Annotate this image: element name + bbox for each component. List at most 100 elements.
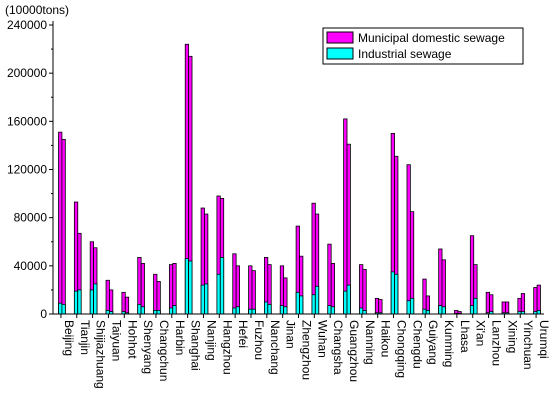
bar-municipal-3-1 bbox=[109, 289, 114, 315]
axes bbox=[49, 21, 544, 318]
bar-industrial-17-0 bbox=[327, 305, 332, 315]
bar-industrial-7-1 bbox=[172, 305, 177, 315]
legend: Municipal domestic sewage Industrial sew… bbox=[322, 27, 524, 65]
bar-industrial-19-1 bbox=[362, 309, 367, 315]
bar-industrial-26-0 bbox=[469, 305, 475, 315]
x-tick-label-5: Shenyang bbox=[141, 320, 155, 374]
x-tick-label-27: Lanzhou bbox=[490, 320, 504, 366]
bar-industrial-18-1 bbox=[346, 284, 351, 315]
x-tick-label-20: Haikou bbox=[379, 320, 393, 357]
bar-municipal-22-0 bbox=[406, 164, 411, 315]
bar-municipal-4-1 bbox=[124, 296, 130, 315]
bar-municipal-4-0 bbox=[121, 291, 126, 315]
bar-municipal-12-0 bbox=[248, 265, 253, 315]
x-tick-label-28: Xining bbox=[505, 320, 519, 353]
y-unit-label: (10000tons) bbox=[5, 3, 69, 17]
bar-municipal-20-0 bbox=[374, 297, 380, 315]
x-tick-label-3: Taiyuan bbox=[109, 320, 123, 361]
bar-industrial-6-1 bbox=[156, 309, 161, 315]
bar-municipal-27-1 bbox=[489, 294, 494, 315]
bar-industrial-16-0 bbox=[311, 294, 316, 315]
bar-industrial-0-0 bbox=[58, 302, 63, 315]
y-tick-label-6: 240000 bbox=[7, 18, 47, 32]
bar-municipal-19-1 bbox=[362, 269, 367, 315]
bar-industrial-21-1 bbox=[394, 273, 399, 315]
x-tick-label-11: Hefei bbox=[236, 320, 250, 348]
x-tick-label-8: Shanghai bbox=[189, 320, 203, 371]
legend-label-industrial: Industrial sewage bbox=[358, 47, 452, 61]
bars bbox=[58, 43, 541, 315]
x-tick-label-4: Hohhot bbox=[125, 320, 139, 359]
bar-municipal-0-1 bbox=[61, 138, 66, 315]
bar-industrial-1-1 bbox=[77, 289, 82, 315]
bar-municipal-0-0 bbox=[58, 131, 63, 315]
x-tick-label-12: Fuzhou bbox=[252, 320, 266, 360]
bar-municipal-27-0 bbox=[485, 291, 490, 315]
x-tick-label-1: Tianjin bbox=[78, 320, 92, 355]
x-tick-label-29: Yinchuan bbox=[521, 320, 535, 370]
bar-industrial-23-1 bbox=[425, 309, 431, 315]
x-tick-label-7: Harbin bbox=[173, 320, 187, 355]
bar-industrial-12-0 bbox=[248, 308, 253, 315]
x-tick-label-19: Nanning bbox=[363, 320, 377, 365]
x-tick-label-10: Hangzhou bbox=[220, 320, 234, 375]
x-tick-label-13: Nanchang bbox=[268, 320, 282, 375]
bar-industrial-18-0 bbox=[343, 290, 348, 315]
bar-industrial-11-1 bbox=[235, 306, 240, 315]
bar-industrial-8-0 bbox=[184, 258, 190, 315]
bar-industrial-14-1 bbox=[283, 306, 288, 315]
bar-industrial-1-0 bbox=[73, 290, 79, 315]
bar-industrial-15-1 bbox=[299, 295, 304, 315]
y-tick-label-1: 40000 bbox=[14, 259, 48, 273]
x-tick-label-0: Beijing bbox=[62, 320, 76, 356]
bar-industrial-10-1 bbox=[219, 257, 225, 315]
y-tick-label-5: 200000 bbox=[7, 66, 47, 80]
bar-industrial-10-0 bbox=[216, 273, 221, 315]
bar-industrial-5-1 bbox=[140, 306, 145, 315]
legend-swatch-industrial bbox=[326, 47, 354, 60]
x-tick-label-15: Zhengzhou bbox=[300, 320, 314, 380]
bar-municipal-24-1 bbox=[441, 259, 446, 315]
bar-industrial-3-0 bbox=[105, 309, 110, 315]
bar-industrial-11-0 bbox=[232, 307, 237, 315]
bar-municipal-19-0 bbox=[359, 264, 364, 315]
legend-box bbox=[322, 27, 524, 65]
bar-industrial-17-1 bbox=[330, 306, 335, 315]
legend-label-municipal: Municipal domestic sewage bbox=[358, 31, 505, 45]
legend-swatch-municipal bbox=[326, 31, 354, 44]
bar-industrial-19-0 bbox=[359, 307, 364, 315]
bar-municipal-18-0 bbox=[343, 118, 348, 315]
x-tick-label-17: Changsha bbox=[331, 320, 345, 375]
x-tick-label-25: Lhasa bbox=[458, 320, 472, 353]
x-tick-label-6: Changchun bbox=[157, 320, 171, 381]
bar-industrial-13-1 bbox=[267, 303, 272, 315]
bar-industrial-9-1 bbox=[204, 283, 209, 315]
bar-industrial-8-1 bbox=[188, 260, 193, 315]
bar-municipal-28-1 bbox=[505, 301, 510, 315]
bar-industrial-2-1 bbox=[93, 283, 98, 315]
bar-municipal-3-0 bbox=[105, 279, 110, 315]
bar-municipal-7-0 bbox=[168, 264, 174, 315]
y-tick-label-4: 160000 bbox=[7, 114, 47, 128]
bar-industrial-22-0 bbox=[406, 300, 411, 315]
bar-industrial-16-1 bbox=[314, 285, 320, 315]
bar-industrial-15-0 bbox=[295, 291, 300, 315]
x-tick-label-14: Jinan bbox=[284, 320, 298, 349]
bar-municipal-26-0 bbox=[469, 235, 475, 315]
x-tick-label-9: Nanjing bbox=[204, 320, 218, 361]
bar-municipal-12-1 bbox=[251, 270, 256, 315]
bar-industrial-13-0 bbox=[264, 301, 269, 315]
bar-municipal-6-0 bbox=[153, 273, 158, 315]
bar-industrial-2-0 bbox=[89, 289, 94, 315]
bar-industrial-21-0 bbox=[390, 271, 395, 315]
bar-industrial-23-0 bbox=[422, 308, 427, 315]
bar-municipal-6-1 bbox=[156, 281, 161, 315]
bar-municipal-24-0 bbox=[438, 248, 443, 315]
bar-industrial-30-1 bbox=[536, 309, 541, 315]
bar-industrial-7-0 bbox=[168, 307, 174, 315]
bar-municipal-20-1 bbox=[378, 299, 383, 315]
bar-municipal-11-0 bbox=[232, 253, 237, 315]
bar-municipal-30-1 bbox=[536, 284, 541, 315]
x-tick-label-22: Chengdu bbox=[410, 320, 424, 369]
